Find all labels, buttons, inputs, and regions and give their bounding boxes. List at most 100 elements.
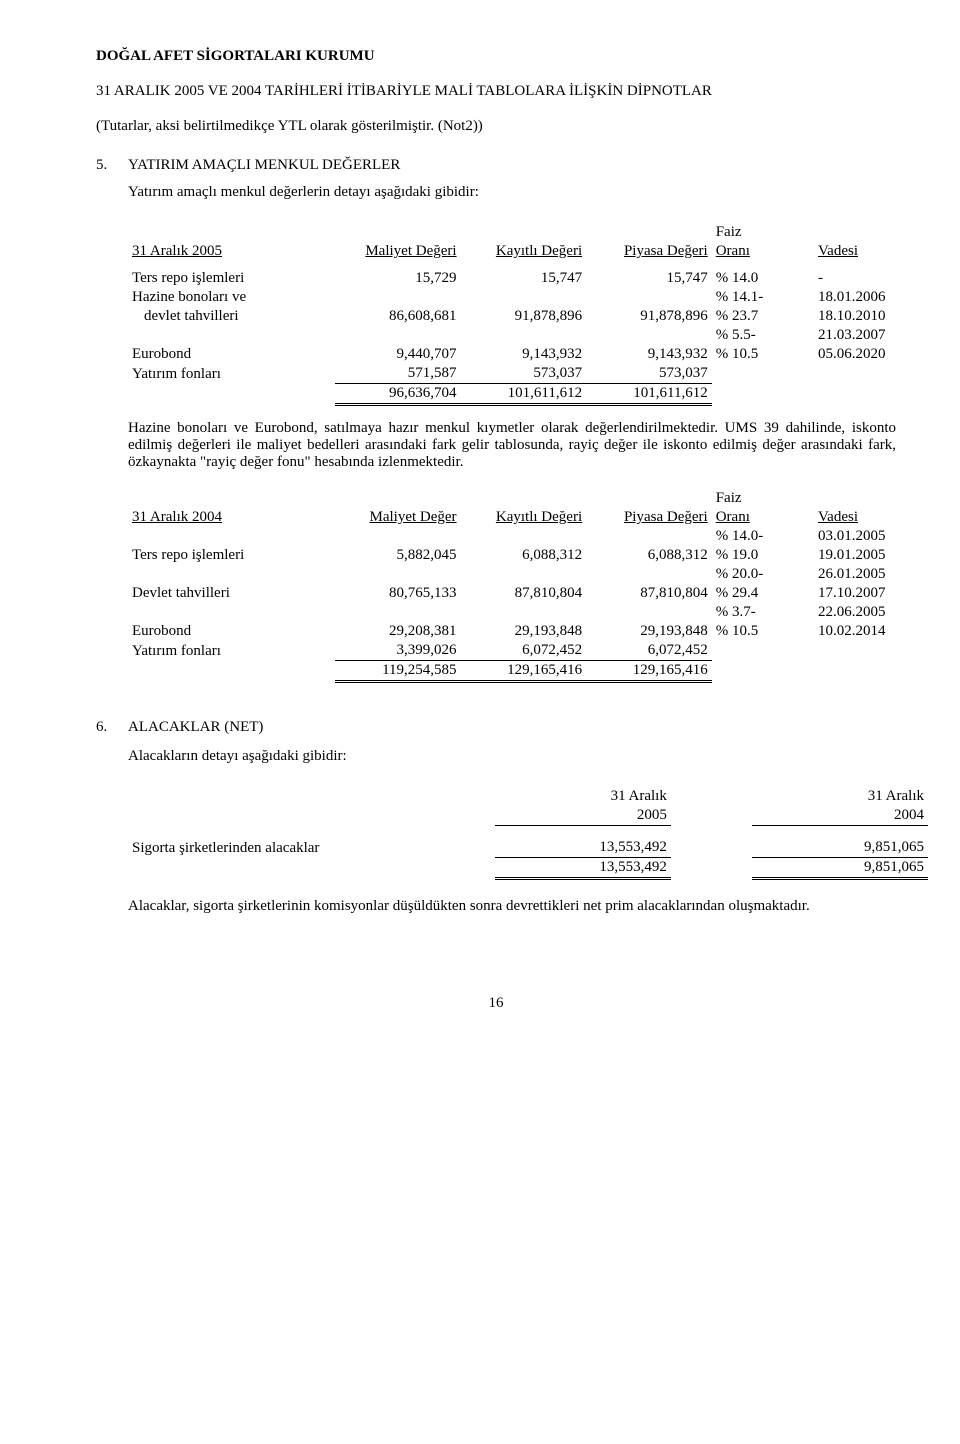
row-mkt: 6,072,452 xyxy=(586,641,712,661)
row-reg: 91,878,896 xyxy=(461,307,587,326)
table-header-row: 31 Aralık 2004 Maliyet Değer Kayıtlı Değ… xyxy=(128,508,928,527)
row-cost xyxy=(335,603,461,622)
row-mkt: 9,143,932 xyxy=(586,345,712,364)
table-total-row: 119,254,585 129,165,416 129,165,416 xyxy=(128,661,928,682)
row-reg xyxy=(461,326,587,345)
row-mkt xyxy=(586,288,712,307)
table-row: Eurobond9,440,7079,143,9329,143,932% 10.… xyxy=(128,345,928,364)
page-number: 16 xyxy=(96,995,896,1012)
row-label: Devlet tahvilleri xyxy=(128,584,335,603)
section-6-num: 6. xyxy=(96,719,128,736)
row-label xyxy=(128,603,335,622)
header-rate: Oranı xyxy=(716,243,750,259)
row-maturity: - xyxy=(814,269,928,288)
row-rate: % 20.0- xyxy=(712,565,814,584)
row-cost xyxy=(335,565,461,584)
section-5-intro: Yatırım amaçlı menkul değerlerin detayı … xyxy=(128,184,896,201)
row-mkt: 87,810,804 xyxy=(586,584,712,603)
section-6-title: ALACAKLAR (NET) xyxy=(128,719,896,736)
table-row: % 5.5-21.03.2007 xyxy=(128,326,928,345)
row-cost: 9,440,707 xyxy=(335,345,461,364)
table-row: Ters repo işlemleri15,72915,74715,747% 1… xyxy=(128,269,928,288)
table-row: % 3.7-22.06.2005 xyxy=(128,603,928,622)
row-rate xyxy=(712,641,814,661)
section-5-heading: 5. YATIRIM AMAÇLI MENKUL DEĞERLER xyxy=(96,157,896,174)
header-rate-top: Faiz xyxy=(712,223,814,242)
header-date: 31 Aralık 2004 xyxy=(132,509,222,525)
row-reg: 15,747 xyxy=(461,269,587,288)
header-date: 31 Aralık 2005 xyxy=(132,243,222,259)
row-reg: 6,088,312 xyxy=(461,546,587,565)
row-reg: 6,072,452 xyxy=(461,641,587,661)
row-rate: % 10.5 xyxy=(712,345,814,364)
row-mkt xyxy=(586,527,712,546)
table-row: Sigorta şirketlerinden alacaklar 13,553,… xyxy=(128,838,928,858)
row-cost: 29,208,381 xyxy=(335,622,461,641)
row-rate: % 19.0 xyxy=(712,546,814,565)
header-mkt: Piyasa Değeri xyxy=(624,509,708,525)
table-total-row: 13,553,492 9,851,065 xyxy=(128,858,928,879)
row-reg xyxy=(461,527,587,546)
row-label: Yatırım fonları xyxy=(128,641,335,661)
doc-subtitle: 31 ARALIK 2005 VE 2004 TARİHLERİ İTİBARİ… xyxy=(96,83,896,100)
row-maturity xyxy=(814,641,928,661)
table-alacaklar: 31 Aralık 31 Aralık 2005 2004 Sigorta şi… xyxy=(128,787,928,880)
org-title: DOĞAL AFET SİGORTALARI KURUMU xyxy=(96,48,896,65)
row-rate: % 14.1- xyxy=(712,288,814,307)
table-row: Yatırım fonları3,399,0266,072,4526,072,4… xyxy=(128,641,928,661)
row-label: Eurobond xyxy=(128,622,335,641)
section-6-para: Alacaklar, sigorta şirketlerinin komisyo… xyxy=(128,898,896,915)
row-maturity: 21.03.2007 xyxy=(814,326,928,345)
section-5-para: Hazine bonoları ve Eurobond, satılmaya h… xyxy=(128,420,896,471)
row-cost: 5,882,045 xyxy=(335,546,461,565)
row-label xyxy=(128,527,335,546)
total-cost: 96,636,704 xyxy=(335,384,461,405)
row-mkt xyxy=(586,603,712,622)
row-mkt: 573,037 xyxy=(586,364,712,384)
row-cost: 80,765,133 xyxy=(335,584,461,603)
row-label xyxy=(128,565,335,584)
doc-note: (Tutarlar, aksi belirtilmedikçe YTL olar… xyxy=(96,118,896,135)
row-rate: % 3.7- xyxy=(712,603,814,622)
row-cost xyxy=(335,326,461,345)
row-label: Yatırım fonları xyxy=(128,364,335,384)
header-2004: 2004 xyxy=(752,806,928,826)
table-2005: Faiz 31 Aralık 2005 Maliyet Değeri Kayıt… xyxy=(128,223,928,406)
row-label xyxy=(128,326,335,345)
tot-v2: 9,851,065 xyxy=(752,858,928,879)
table-row: % 20.0-26.01.2005 xyxy=(128,565,928,584)
row-rate: % 5.5- xyxy=(712,326,814,345)
row-cost: 3,399,026 xyxy=(335,641,461,661)
header-mkt: Piyasa Değeri xyxy=(624,243,708,259)
total-reg: 129,165,416 xyxy=(461,661,587,682)
row-v1: 13,553,492 xyxy=(495,838,671,858)
row-rate: % 10.5 xyxy=(712,622,814,641)
table-row: % 14.0-03.01.2005 xyxy=(128,527,928,546)
row-reg xyxy=(461,565,587,584)
row-cost xyxy=(335,527,461,546)
table-row: Yatırım fonları571,587573,037573,037 xyxy=(128,364,928,384)
total-reg: 101,611,612 xyxy=(461,384,587,405)
row-label: Sigorta şirketlerinden alacaklar xyxy=(128,838,495,858)
row-maturity: 18.01.2006 xyxy=(814,288,928,307)
row-reg: 87,810,804 xyxy=(461,584,587,603)
row-maturity xyxy=(814,364,928,384)
table-row: Eurobond29,208,38129,193,84829,193,848% … xyxy=(128,622,928,641)
header-reg: Kayıtlı Değeri xyxy=(496,243,582,259)
row-v2: 9,851,065 xyxy=(752,838,928,858)
tot-v1: 13,553,492 xyxy=(495,858,671,879)
row-cost: 15,729 xyxy=(335,269,461,288)
row-maturity: 22.06.2005 xyxy=(814,603,928,622)
table-header-row: 2005 2004 xyxy=(128,806,928,826)
row-maturity: 26.01.2005 xyxy=(814,565,928,584)
header-reg: Kayıtlı Değeri xyxy=(496,509,582,525)
table-row: 31 Aralık 31 Aralık xyxy=(128,787,928,806)
table-total-row: 96,636,704 101,611,612 101,611,612 xyxy=(128,384,928,405)
table-row: devlet tahvilleri86,608,68191,878,89691,… xyxy=(128,307,928,326)
row-rate: % 23.7 xyxy=(712,307,814,326)
table-row xyxy=(128,261,928,269)
header-rate-top: Faiz xyxy=(712,489,814,508)
table-2004: Faiz 31 Aralık 2004 Maliyet Değer Kayıtl… xyxy=(128,489,928,683)
row-maturity: 05.06.2020 xyxy=(814,345,928,364)
section-5-num: 5. xyxy=(96,157,128,174)
